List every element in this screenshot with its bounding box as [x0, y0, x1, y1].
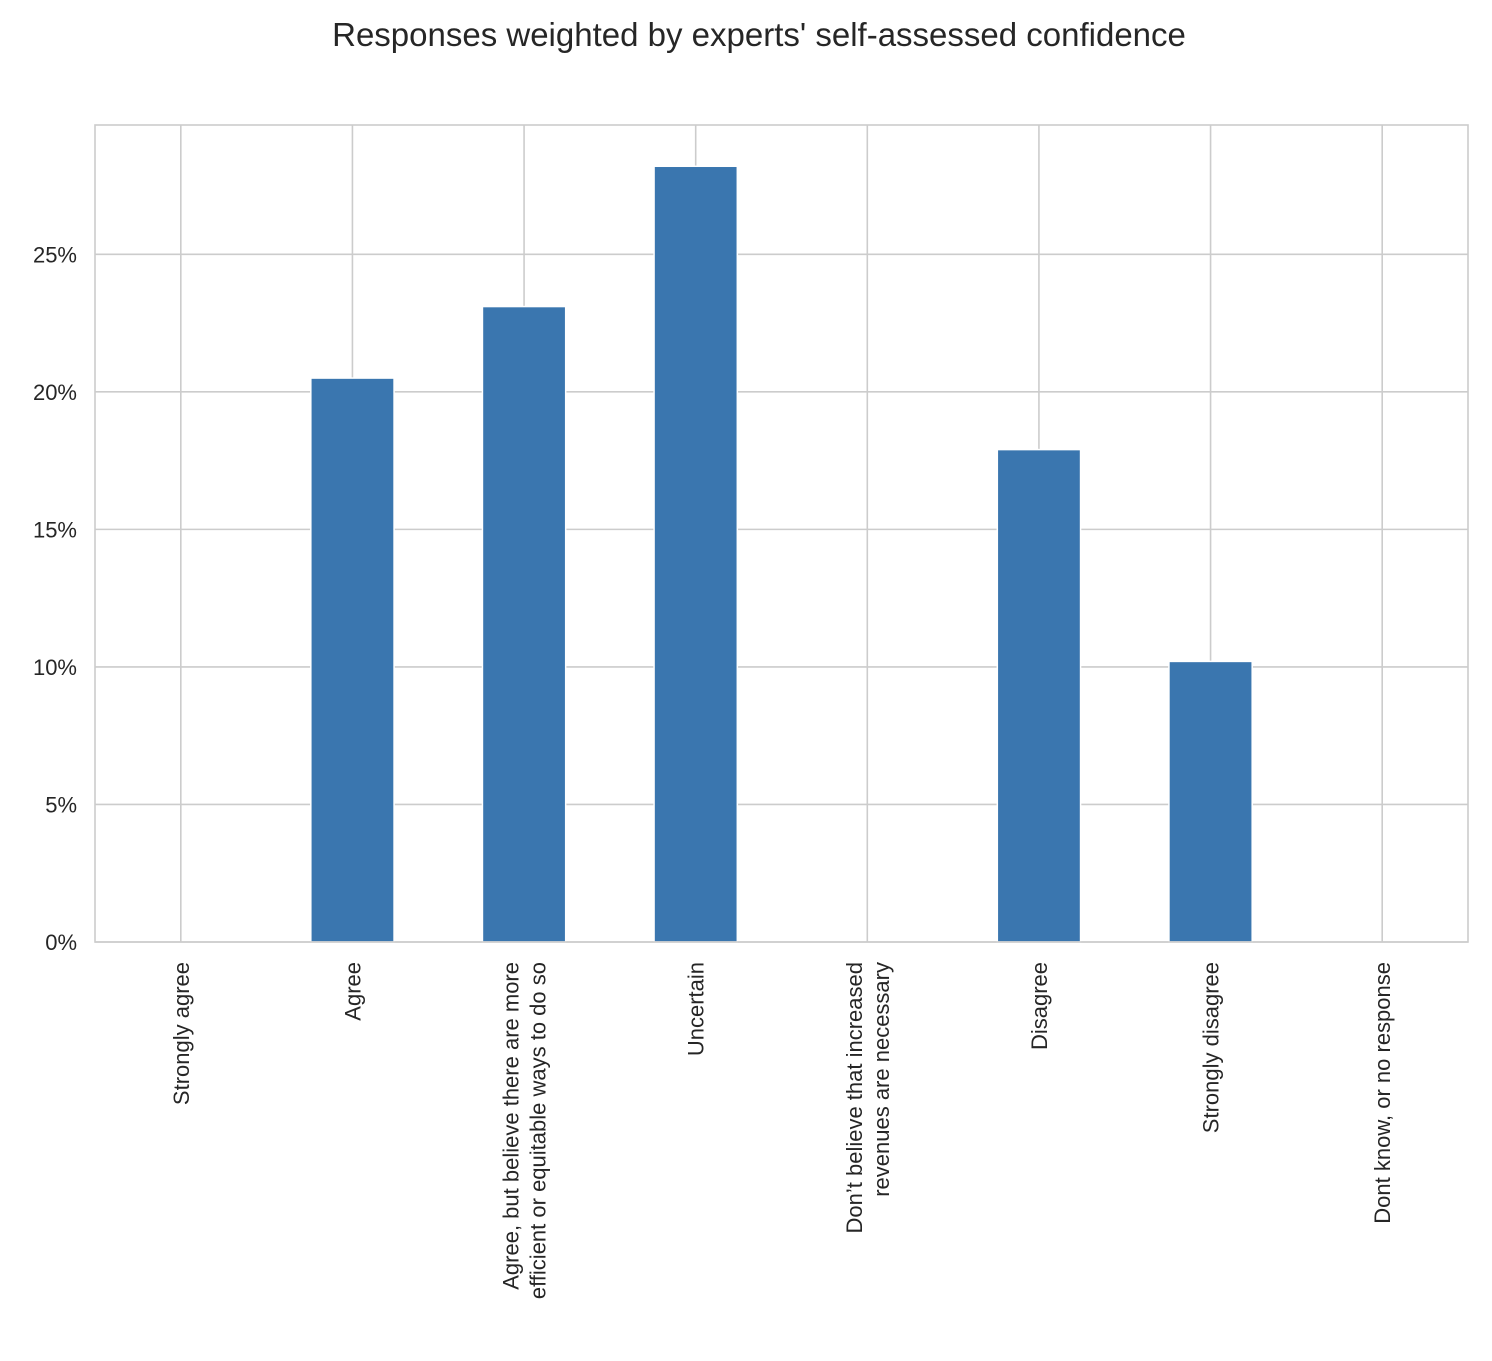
x-tick-label-line: Agree [340, 962, 365, 1021]
x-tick-label-line: efficient or equitable ways to do so [526, 962, 551, 1299]
x-tick-label: Don’t believe that increased revenues are… [842, 962, 894, 1234]
x-tick-label-line: Uncertain [684, 962, 709, 1056]
y-tick-label: 0% [45, 930, 77, 955]
x-tick-label: Agree [340, 962, 365, 1021]
grid-lines [95, 125, 1468, 943]
x-tick-label: Disagree [1027, 962, 1052, 1050]
plot-frame [94, 124, 1469, 943]
bar [996, 448, 1082, 943]
x-tick-label-line: Disagree [1027, 962, 1052, 1050]
x-tick-label-line: Agree, but believe there are more [499, 962, 524, 1290]
y-tick-label: 5% [45, 792, 77, 817]
x-tick-label: Uncertain [684, 962, 709, 1056]
x-tick-label: Agree, but believe there are more efficie… [499, 962, 551, 1299]
bar [1168, 660, 1253, 943]
chart-title: Responses weighted by experts' self-asse… [332, 16, 1186, 53]
x-tick-label-line: revenues are necessary [869, 962, 894, 1197]
x-tick-label: Dont know, or no response [1370, 962, 1395, 1224]
x-tick-label-line: Dont know, or no response [1370, 962, 1395, 1224]
x-tick-label-line: Strongly disagree [1199, 962, 1224, 1133]
x-tick-label-line: Strongly agree [169, 962, 194, 1105]
bar [481, 305, 567, 943]
x-tick-label: Strongly agree [169, 962, 194, 1105]
x-tick-label: Strongly disagree [1199, 962, 1224, 1133]
bar [310, 377, 395, 943]
x-axis-tick-labels: Strongly agree Agree Agree, but believe th… [169, 962, 1395, 1299]
bar [653, 165, 739, 943]
bars [310, 165, 1253, 943]
y-tick-label: 15% [33, 517, 77, 542]
x-tick-label-line: Don’t believe that increased [842, 962, 867, 1234]
y-tick-label: 20% [33, 380, 77, 405]
y-axis-tick-labels: 0% 5% 10% 15% 20% 25% [33, 242, 77, 955]
y-tick-label: 25% [33, 242, 77, 267]
y-tick-label: 10% [33, 655, 77, 680]
